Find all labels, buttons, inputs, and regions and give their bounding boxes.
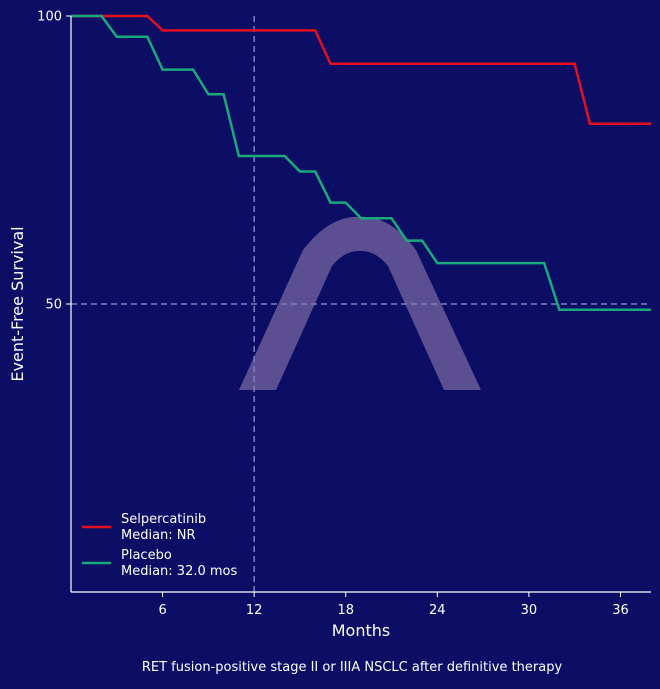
x-tick-label: 18: [337, 603, 354, 618]
lambda-logo-watermark: [239, 216, 481, 390]
y-tick-label: 50: [45, 298, 62, 313]
x-axis-title: Months: [332, 621, 390, 640]
chart-caption: RET fusion-positive stage II or IIIA NSC…: [142, 660, 563, 675]
ticks: 6 12 18 24 30 36 50 100: [37, 10, 629, 619]
x-tick-label: 12: [246, 603, 263, 618]
legend-median-placebo: Median: 32.0 mos: [121, 564, 237, 579]
lambda-logo-icon: [239, 216, 481, 390]
series-layer: [71, 14, 651, 312]
legend-label-selpercatinib: Selpercatinib: [121, 512, 206, 527]
x-tick-label: 36: [612, 603, 629, 618]
reference-lines: [71, 16, 651, 592]
series-line-placebo: [71, 14, 651, 312]
y-axis-title: Event-Free Survival: [8, 226, 27, 381]
y-tick-label: 100: [37, 10, 62, 25]
x-tick-label: 6: [158, 603, 166, 618]
x-tick-label: 24: [429, 603, 446, 618]
legend-median-selpercatinib: Median: NR: [121, 528, 196, 543]
series-line-selpercatinib: [71, 14, 651, 125]
legend-label-placebo: Placebo: [121, 548, 172, 563]
x-tick-label: 30: [521, 603, 538, 618]
